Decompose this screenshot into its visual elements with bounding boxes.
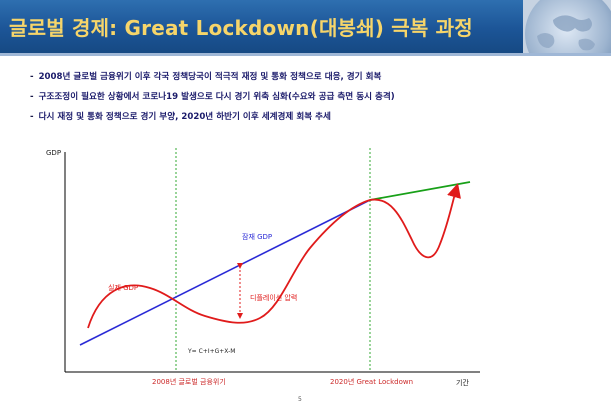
bullet-item: -2008년 글로벌 금융위기 이후 각국 정책당국이 적극적 재정 및 통화 … <box>30 70 395 90</box>
deflation-label: 디플레이션 압력 <box>250 293 297 302</box>
globe-icon <box>523 0 611 53</box>
gdp-diagram: GDP 기간 잠재 GDP 실제 GDP 디플레이션 압력 Y= C+I+G+X… <box>46 148 480 387</box>
bullet-marker: - <box>30 72 34 82</box>
potential-gdp-line <box>79 199 371 346</box>
actual-gdp-curve <box>87 183 461 329</box>
potential-gdp-label: 잠재 GDP <box>242 232 272 241</box>
bullet-text: 다시 재정 및 통화 정책으로 경기 부양, 2020년 하반기 이후 세계경제… <box>38 112 331 122</box>
bullet-marker: - <box>30 92 34 102</box>
bullet-item: - 구조조정이 필요한 상황에서 코로나19 발생으로 다시 경기 위축 심화(수… <box>30 90 395 110</box>
page-number: 5 <box>298 396 302 403</box>
y-axis-label: GDP <box>46 149 61 157</box>
formula-label: Y= C+I+G+X-M <box>187 348 235 355</box>
header-divider <box>0 53 611 56</box>
x-axis-label: 기간 <box>456 378 469 387</box>
bullet-item: - 다시 재정 및 통화 정책으로 경기 부양, 2020년 하반기 이후 세계경… <box>30 110 395 130</box>
bullet-list: -2008년 글로벌 금융위기 이후 각국 정책당국이 적극적 재정 및 통화 … <box>30 70 395 130</box>
bullet-text: 구조조정이 필요한 상황에서 코로나19 발생으로 다시 경기 위축 심화(수요… <box>38 92 395 102</box>
event-2020-label: 2020년 Great Lockdown <box>330 377 413 386</box>
bullet-text: 2008년 글로벌 금융위기 이후 각국 정책당국이 적극적 재정 및 통화 정… <box>38 72 382 82</box>
slide-title: 글로벌 경제: Great Lockdown(대봉쇄) 극복 과정 <box>9 16 473 40</box>
title-bar: 글로벌 경제: Great Lockdown(대봉쇄) 극복 과정 <box>0 0 611 53</box>
actual-gdp-label: 실제 GDP <box>108 283 138 292</box>
event-2008-label: 2008년 글로벌 금융위기 <box>152 377 226 386</box>
bullet-marker: - <box>30 112 34 122</box>
